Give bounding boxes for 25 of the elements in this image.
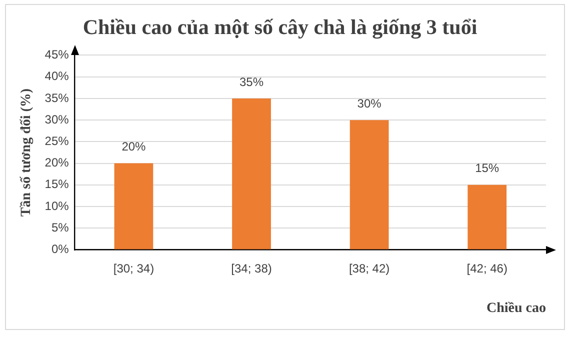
x-tick-label: [42; 46) [466, 261, 508, 276]
y-tick-label: 35% [44, 90, 70, 105]
y-tick-label: 10% [44, 198, 70, 213]
y-tick-label: 20% [44, 156, 70, 170]
bar [350, 120, 389, 250]
y-tick-label: 0% [51, 242, 70, 256]
chart-title: Chiều cao của một số cây chà là giống 3 tuổi [82, 15, 478, 40]
y-tick-label: 30% [44, 112, 70, 126]
data-label: 15% [475, 161, 500, 176]
y-axis-title: Tần số tương đối (%) [19, 88, 34, 217]
data-label: 20% [122, 140, 146, 154]
bar [232, 98, 271, 250]
x-tick-label: [34; 38) [231, 261, 272, 276]
y-tick-label: 40% [44, 69, 70, 84]
y-tick-label: 25% [44, 134, 70, 148]
y-tick-label: 15% [44, 177, 70, 192]
x-tick-label: [30; 34) [113, 261, 154, 276]
x-tick-label: [38; 42) [348, 261, 390, 276]
data-label: 35% [239, 74, 264, 89]
bar [468, 184, 507, 250]
y-tick-label: 45% [44, 48, 70, 62]
data-label: 30% [357, 96, 382, 110]
x-axis-title: Chiều cao [486, 301, 546, 316]
y-tick-label: 5% [51, 220, 70, 234]
bar [114, 163, 154, 250]
